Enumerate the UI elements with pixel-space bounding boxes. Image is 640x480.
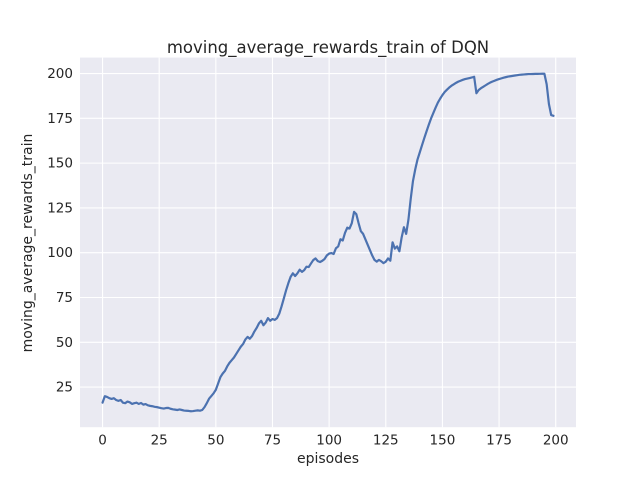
x-tick-label: 200 <box>543 433 569 449</box>
series-line-moving-average-rewards-train <box>101 72 555 413</box>
y-axis-label: moving_average_rewards_train <box>20 133 36 353</box>
x-axis-label: episodes <box>296 451 360 467</box>
y-tick-label: 175 <box>47 111 73 127</box>
y-tick-label: 50 <box>56 335 73 351</box>
y-tick-label: 200 <box>47 66 73 82</box>
y-tick-label: 75 <box>56 290 73 306</box>
y-tick-label: 25 <box>56 380 73 396</box>
x-tick-label: 150 <box>430 433 456 449</box>
y-tick-label: 125 <box>47 200 73 216</box>
x-tick-label: 100 <box>316 433 342 449</box>
y-tick-label: 150 <box>47 156 73 172</box>
y-tick-label: 100 <box>47 245 73 261</box>
x-tick-label: 50 <box>207 433 224 449</box>
x-tick-label: 125 <box>373 433 399 449</box>
x-tick-label: 175 <box>486 433 512 449</box>
x-tick-label: 25 <box>151 433 168 449</box>
plot-area-background <box>80 57 576 428</box>
chart-title: moving_average_rewards_train of DQN <box>166 38 490 57</box>
x-tick-label: 75 <box>264 433 281 449</box>
x-tick-label: 0 <box>98 433 107 449</box>
